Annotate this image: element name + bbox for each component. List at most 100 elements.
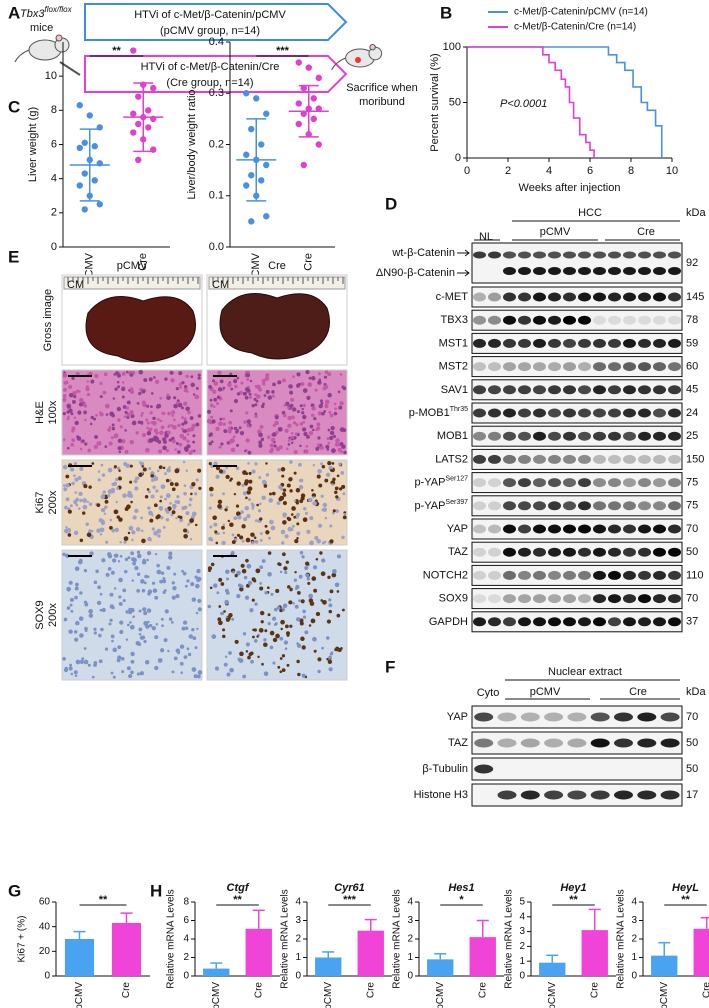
cell-nucleus xyxy=(277,426,283,432)
cell-nucleus xyxy=(167,555,173,560)
y-tick-label: 2 xyxy=(519,941,525,952)
data-point xyxy=(76,182,83,189)
animal-label: mice xyxy=(30,22,53,34)
data-point xyxy=(263,213,270,220)
cell-nucleus xyxy=(330,425,335,431)
cell-nucleus xyxy=(88,613,94,618)
cell-nucleus xyxy=(194,523,198,527)
cell-nucleus xyxy=(126,370,129,374)
row-label: p-YAPSer127 xyxy=(414,475,468,488)
blot-band xyxy=(518,594,531,604)
blot-band xyxy=(473,454,486,464)
cell-nucleus xyxy=(254,519,258,523)
cell-nucleus xyxy=(126,412,131,417)
cell-nucleus xyxy=(169,370,174,375)
cell-nucleus xyxy=(96,441,102,446)
cell-nucleus xyxy=(265,473,270,477)
cell-nucleus xyxy=(328,410,332,414)
cell-nucleus xyxy=(229,667,234,673)
cell-nucleus xyxy=(109,604,115,609)
panel-label: C xyxy=(8,97,20,116)
y-tick-label: 4 xyxy=(295,897,301,908)
cell-nucleus xyxy=(263,638,267,642)
cell-nucleus xyxy=(136,550,141,554)
cell-nucleus xyxy=(151,626,157,631)
cell-nucleus xyxy=(190,449,194,453)
cell-nucleus xyxy=(259,586,264,591)
cell-nucleus xyxy=(248,479,253,484)
cell-nucleus xyxy=(246,419,251,424)
cell-nucleus xyxy=(338,462,342,466)
cell-nucleus xyxy=(246,490,251,495)
blot-band xyxy=(638,251,651,259)
cell-nucleus xyxy=(171,670,175,674)
data-point xyxy=(76,102,83,109)
cell-nucleus xyxy=(236,376,240,380)
data-point xyxy=(300,110,307,117)
cell-nucleus xyxy=(231,617,235,621)
cell-nucleus xyxy=(94,435,98,439)
blot-band xyxy=(488,362,501,372)
cell-nucleus xyxy=(102,490,106,494)
blot-band xyxy=(668,362,681,372)
data-point xyxy=(253,95,260,102)
blot-band xyxy=(563,478,576,488)
blot-band xyxy=(518,501,531,511)
blot-band xyxy=(668,408,681,418)
cell-nucleus xyxy=(181,506,186,511)
cell-nucleus xyxy=(162,445,167,451)
cell-nucleus xyxy=(250,659,254,664)
cell-nucleus xyxy=(277,468,282,472)
blot-band xyxy=(488,478,501,488)
cell-nucleus xyxy=(294,432,298,436)
row-label: TBX3 xyxy=(440,314,468,326)
cell-nucleus xyxy=(322,507,328,512)
blot-band xyxy=(544,790,564,800)
cell-nucleus xyxy=(131,538,134,542)
cell-nucleus xyxy=(132,615,135,619)
cell-nucleus xyxy=(130,500,133,504)
blot-band xyxy=(488,251,501,259)
row-label-name: p-YAP xyxy=(414,477,445,489)
cell-nucleus xyxy=(84,602,89,607)
blot-band xyxy=(563,362,576,372)
cell-nucleus xyxy=(142,467,147,472)
blot-band xyxy=(623,547,636,557)
cell-nucleus xyxy=(209,525,213,529)
blot-band xyxy=(653,547,666,557)
cell-nucleus xyxy=(178,442,183,447)
cell-nucleus xyxy=(319,551,323,555)
cell-nucleus xyxy=(263,642,268,648)
cell-nucleus xyxy=(235,504,240,508)
cell-nucleus xyxy=(140,529,144,533)
cell-nucleus xyxy=(190,375,194,379)
blot-band xyxy=(563,524,576,534)
cell-nucleus xyxy=(108,425,112,429)
cell-nucleus xyxy=(220,442,224,446)
cell-nucleus xyxy=(95,569,99,574)
cell-nucleus xyxy=(194,492,198,496)
cell-nucleus xyxy=(263,671,269,677)
blot-title: Nuclear extract xyxy=(548,666,622,678)
cell-nucleus xyxy=(296,642,300,645)
cell-nucleus xyxy=(210,538,214,542)
row-label: GAPDH xyxy=(429,616,468,628)
cell-nucleus xyxy=(137,420,141,424)
cell-nucleus xyxy=(339,401,344,406)
ruler xyxy=(63,276,201,290)
cell-nucleus xyxy=(305,445,309,448)
cell-nucleus xyxy=(215,474,220,479)
blot-band xyxy=(623,431,636,441)
cell-nucleus xyxy=(284,428,289,433)
blot-band xyxy=(653,408,666,418)
cell-nucleus xyxy=(186,444,191,449)
cell-nucleus xyxy=(190,382,195,388)
cell-nucleus xyxy=(279,636,284,641)
row-label-name: NOTCH2 xyxy=(423,569,468,581)
cell-nucleus xyxy=(275,446,281,452)
blot-band xyxy=(503,267,516,275)
blot-band xyxy=(668,315,681,325)
cell-nucleus xyxy=(232,570,236,574)
y-tick-label: 6 xyxy=(51,138,57,150)
blot-band xyxy=(608,617,621,627)
